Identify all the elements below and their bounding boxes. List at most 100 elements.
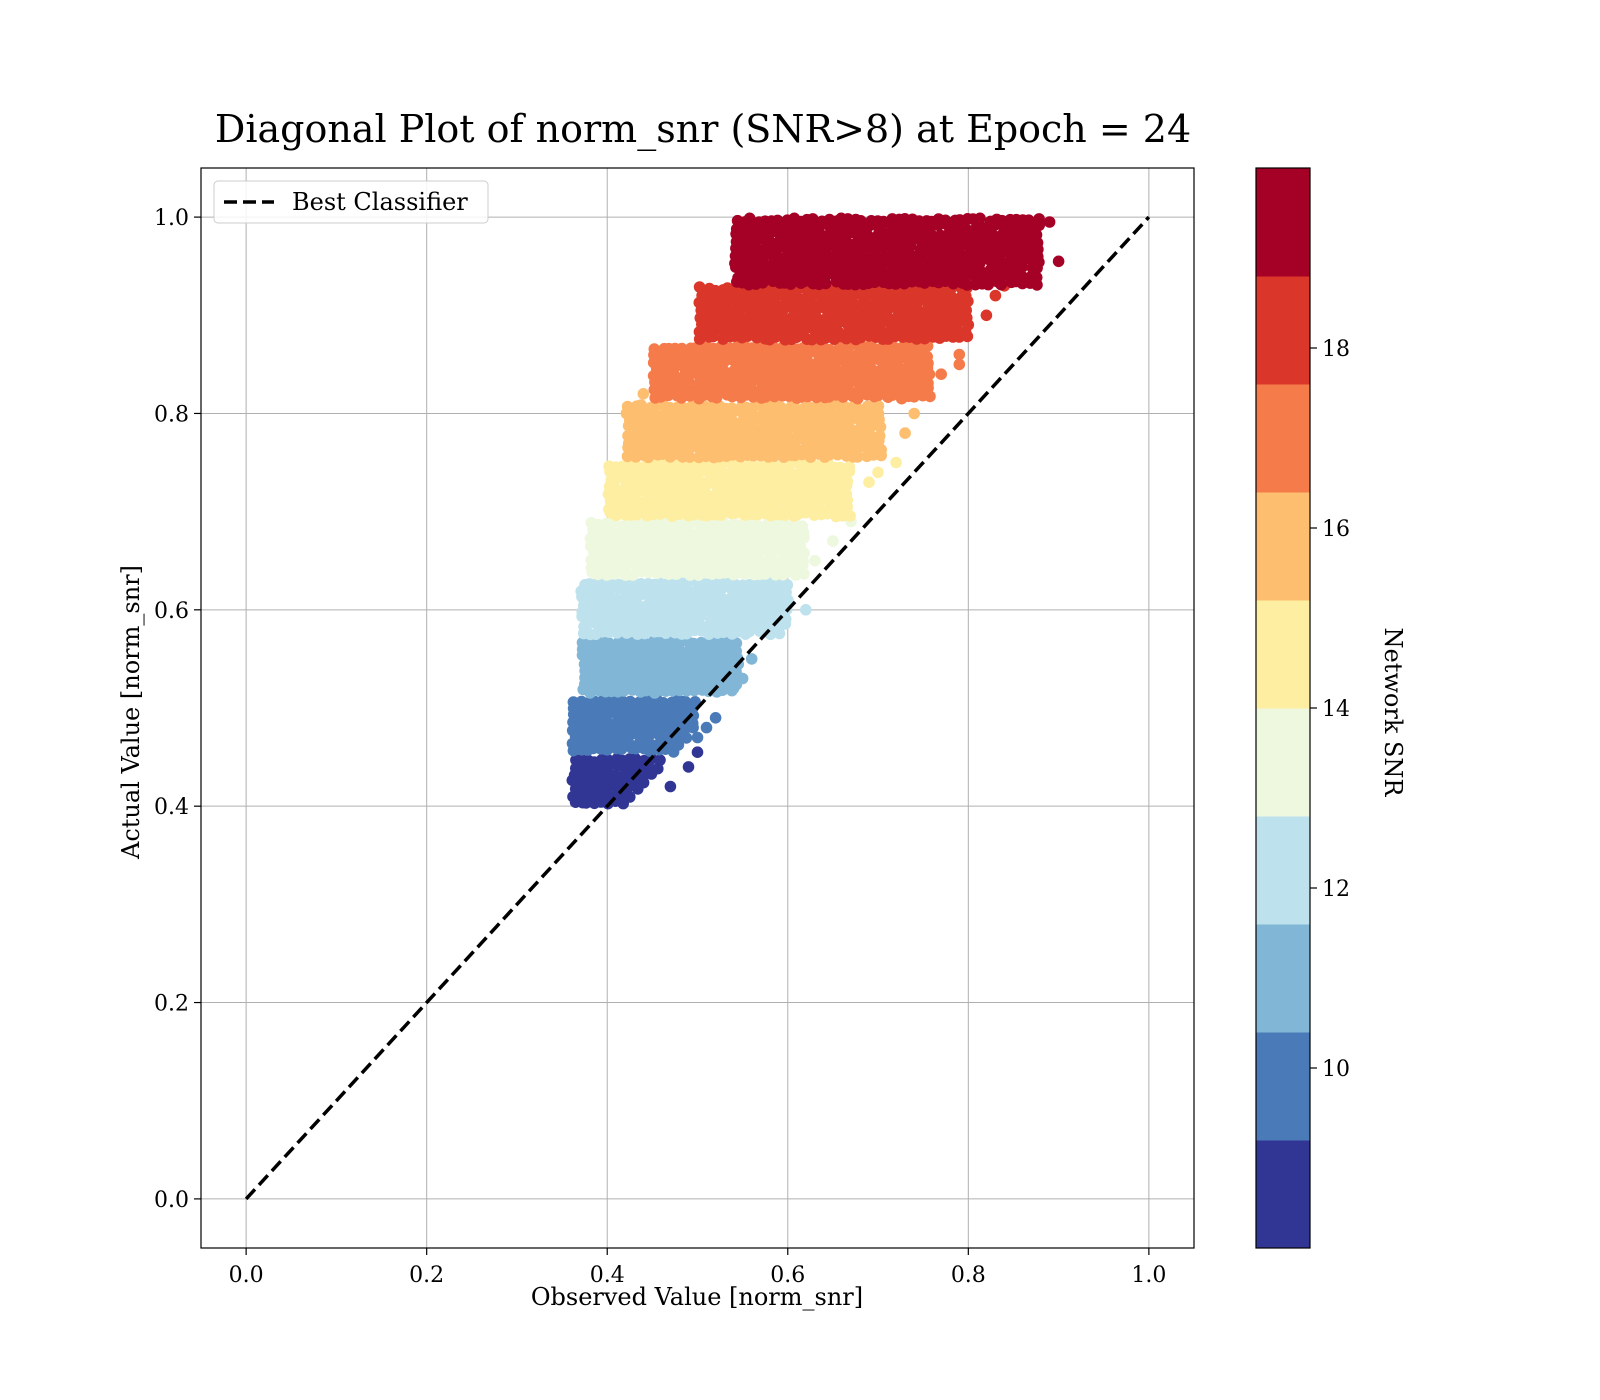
scatter-point xyxy=(587,766,599,779)
scatter-point xyxy=(773,627,786,640)
scatter-point xyxy=(961,279,973,291)
scatter-point xyxy=(576,649,589,661)
scatter-point xyxy=(1033,219,1045,232)
scatter-point xyxy=(615,743,628,755)
scatter-point xyxy=(1031,262,1043,274)
scatter-point xyxy=(1016,261,1028,273)
scatter-point xyxy=(872,389,885,402)
scatter-point xyxy=(935,368,947,381)
scatter-point xyxy=(736,672,749,685)
colorbar-segment xyxy=(1256,600,1310,709)
scatter-point xyxy=(833,316,845,329)
scatter-point xyxy=(778,325,790,337)
scatter-point xyxy=(603,760,615,772)
scatter-point xyxy=(784,278,797,290)
scatter-point xyxy=(875,219,888,231)
scatter-point xyxy=(580,797,592,809)
scatter-point xyxy=(642,566,655,579)
colorbar-segment xyxy=(1256,1140,1310,1249)
scatter-point xyxy=(924,390,936,403)
scatter-point xyxy=(890,456,902,469)
snr-band-8 xyxy=(693,280,1011,346)
scatter-point xyxy=(840,332,853,345)
scatter-point xyxy=(727,406,740,418)
scatter-point xyxy=(886,389,899,401)
scatter-point xyxy=(641,544,653,557)
colorbar-tick-label: 14 xyxy=(1322,697,1350,722)
legend-box xyxy=(213,180,489,224)
scatter-point xyxy=(947,277,960,290)
scatter-point xyxy=(609,486,622,498)
colorbar-segment xyxy=(1256,1032,1310,1141)
scatter-point xyxy=(1052,255,1065,268)
scatter-point xyxy=(989,289,1002,302)
scatter-point xyxy=(617,797,629,810)
snr-band-3 xyxy=(575,575,812,641)
scatter-point xyxy=(856,256,869,269)
scatter-point xyxy=(982,278,994,291)
scatter-point xyxy=(662,435,675,448)
scatter-point xyxy=(961,330,974,343)
scatter-point xyxy=(851,451,864,463)
scatter-point xyxy=(819,277,832,290)
scatter-point xyxy=(779,494,791,506)
colorbar-segment xyxy=(1256,384,1310,493)
scatter-point xyxy=(700,721,713,734)
scatter-point xyxy=(683,390,696,402)
scatter-point xyxy=(743,625,756,638)
scatter-point xyxy=(827,535,839,547)
scatter-point xyxy=(872,466,884,479)
scatter-point xyxy=(602,707,614,720)
colorbar-label: Network SNR xyxy=(1379,628,1407,798)
scatter-point xyxy=(726,390,738,403)
scatter-point xyxy=(629,752,642,765)
y-tick-label: 0.2 xyxy=(154,992,189,1017)
scatter-point xyxy=(806,333,818,346)
scatter-point xyxy=(705,435,717,448)
scatter-point xyxy=(759,391,772,403)
scatter-point xyxy=(779,618,792,630)
y-tick-label: 0.8 xyxy=(154,402,189,427)
scatter-point xyxy=(933,303,945,316)
scatter-point xyxy=(908,407,920,420)
scatter-point xyxy=(632,783,644,795)
scatter-point xyxy=(874,421,887,433)
x-tick-label: 0.0 xyxy=(229,1263,264,1288)
scatter-point xyxy=(638,627,651,640)
scatter-point xyxy=(694,610,707,623)
colorbar-segment xyxy=(1256,276,1310,385)
scatter-point xyxy=(953,348,966,361)
y-tick-label: 0.4 xyxy=(154,795,189,820)
y-tick-label: 1.0 xyxy=(154,206,189,231)
scatter-point xyxy=(851,392,864,405)
colorbar-tick-label: 12 xyxy=(1322,877,1350,902)
x-axis-label: Observed Value [norm_snr] xyxy=(531,1283,863,1311)
scatter-point xyxy=(741,330,754,342)
scatter-point xyxy=(847,302,860,314)
scatter-point xyxy=(791,331,803,344)
scatter-point xyxy=(684,441,697,454)
scatter-point xyxy=(793,219,806,231)
scatter-point xyxy=(849,278,861,291)
scatter-point xyxy=(799,323,811,335)
scatter-point xyxy=(843,465,856,478)
scatter-point xyxy=(866,420,878,432)
scatter-point xyxy=(700,479,713,491)
scatter-point xyxy=(629,742,642,755)
colorbar-tick-label: 18 xyxy=(1322,337,1350,362)
scatter-point xyxy=(645,768,658,780)
scatter-point xyxy=(778,509,791,521)
scatter-point xyxy=(644,745,656,757)
scatter-point xyxy=(810,391,823,404)
scatter-point xyxy=(889,278,902,290)
plot-area: 0.0 0.2 0.4 0.6 0.8 1.0 0.0 0.2 0.4 0.6 0.8 1.0 Best… xyxy=(154,167,1195,1288)
scatter-point xyxy=(809,554,821,567)
scatter-point xyxy=(932,219,945,232)
scatter-point xyxy=(611,627,623,639)
scatter-point xyxy=(753,559,765,571)
plot-frame xyxy=(200,167,1195,1249)
colorbar-segment xyxy=(1256,168,1310,277)
scatter-point xyxy=(782,594,794,606)
y-tick-label: 0.6 xyxy=(154,599,189,624)
x-tick-label: 1.0 xyxy=(1131,1263,1166,1288)
